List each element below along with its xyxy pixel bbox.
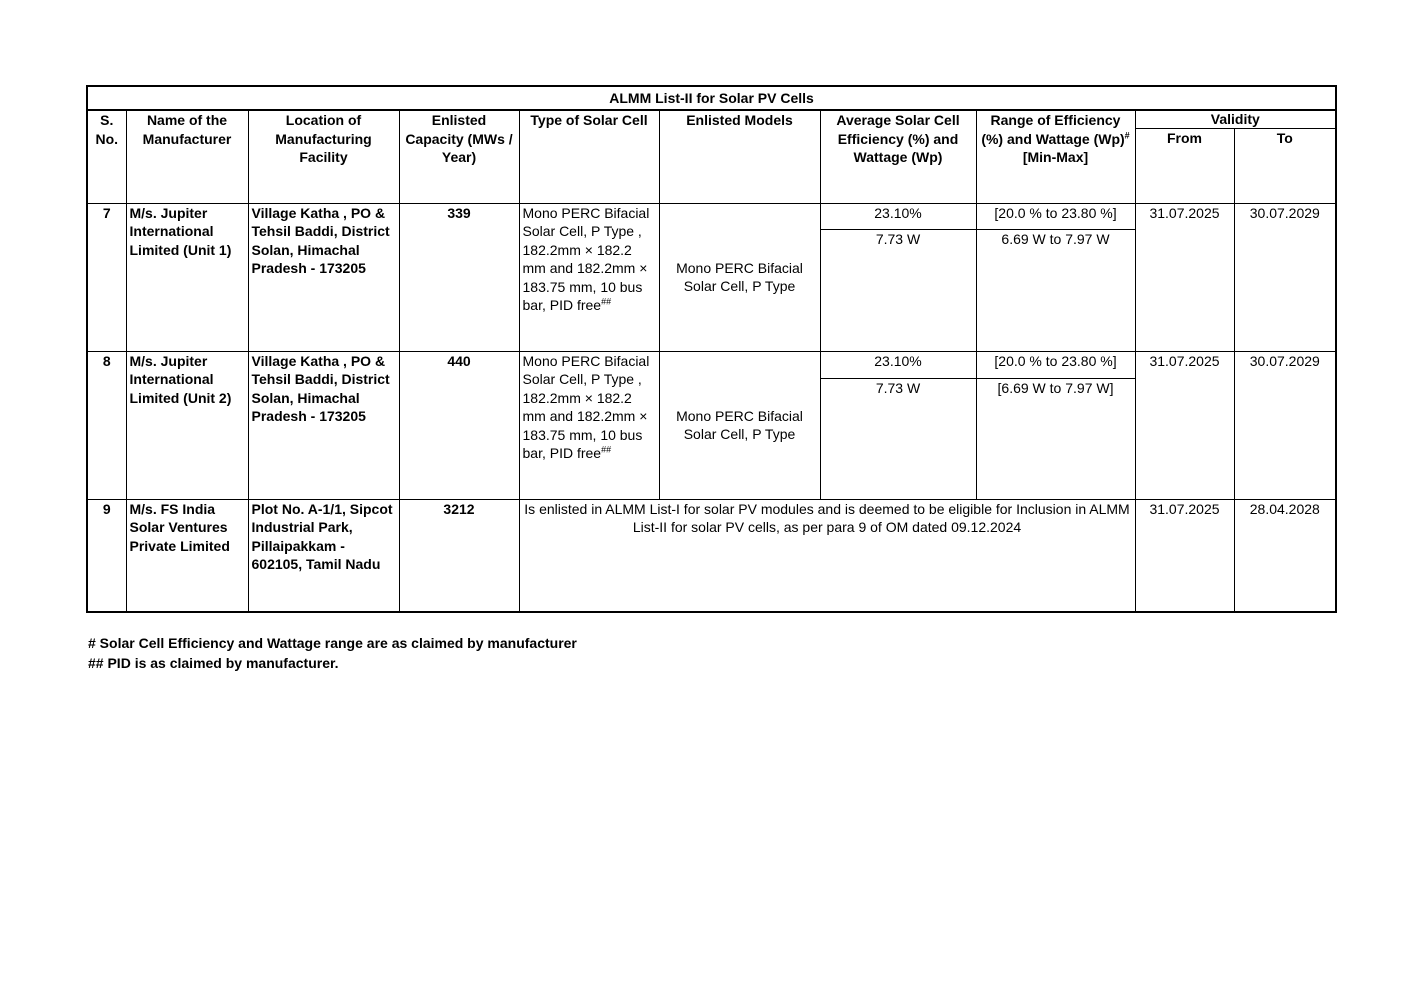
cell-avg-watt: 7.73 W xyxy=(819,228,977,352)
header-capacity: Enlisted Capacity (MWs / Year) xyxy=(398,109,520,204)
cell-avg-watt: 7.73 W xyxy=(819,377,977,500)
header-validity: Validity xyxy=(1134,109,1337,129)
cell-type-text: Mono PERC Bifacial Solar Cell, P Type , … xyxy=(522,352,650,462)
cell-name: M/s. Jupiter International Limited (Unit… xyxy=(125,202,249,352)
header-average: Average Solar Cell Efficiency (%) and Wa… xyxy=(819,109,977,204)
header-from: From xyxy=(1134,127,1235,204)
cell-capacity: 3212 xyxy=(398,498,520,613)
cell-models: Mono PERC Bifacial Solar Cell, P Type xyxy=(658,202,821,352)
cell-avg-eff: 23.10% xyxy=(819,202,977,230)
header-range: Range of Efficiency (%) and Wattage (Wp)… xyxy=(975,109,1136,204)
cell-type-sup: ## xyxy=(601,444,612,455)
cell-from: 31.07.2025 xyxy=(1134,202,1235,352)
cell-type: Mono PERC Bifacial Solar Cell, P Type , … xyxy=(518,350,660,500)
cell-range-eff: [20.0 % to 23.80 %] xyxy=(975,350,1136,379)
cell-name: M/s. Jupiter International Limited (Unit… xyxy=(125,350,249,500)
table-row: 9 M/s. FS India Solar Ventures Private L… xyxy=(86,498,1337,613)
cell-capacity: 339 xyxy=(398,202,520,352)
cell-type-text: Mono PERC Bifacial Solar Cell, P Type , … xyxy=(522,204,650,314)
cell-from: 31.07.2025 xyxy=(1134,350,1235,500)
cell-sno: 7 xyxy=(86,202,127,352)
header-range-sup: # xyxy=(1124,129,1130,140)
cell-avg-eff: 23.10% xyxy=(819,350,977,379)
almm-table: ALMM List-II for Solar PV Cells S. No. N… xyxy=(86,85,1338,613)
table-title: ALMM List-II for Solar PV Cells xyxy=(86,85,1337,111)
cell-to: 30.07.2029 xyxy=(1233,202,1337,352)
header-range-minmax: [Min-Max] xyxy=(1022,149,1089,165)
cell-to: 28.04.2028 xyxy=(1233,498,1337,613)
table-row: 7 M/s. Jupiter International Limited (Un… xyxy=(86,202,1337,352)
cell-capacity: 440 xyxy=(398,350,520,500)
cell-note: Is enlisted in ALMM List-I for solar PV … xyxy=(518,498,1136,613)
cell-to: 30.07.2029 xyxy=(1233,350,1337,500)
footnotes: # Solar Cell Efficiency and Wattage rang… xyxy=(88,633,577,673)
header-sno: S. No. xyxy=(86,109,127,204)
cell-name: M/s. FS India Solar Ventures Private Lim… xyxy=(125,498,249,613)
header-name: Name of the Manufacturer xyxy=(125,109,249,204)
cell-location: Village Katha , PO & Tehsil Baddi, Distr… xyxy=(247,202,400,352)
footnote-pid: ## PID is as claimed by manufacturer. xyxy=(88,655,339,671)
cell-range-watt: 6.69 W to 7.97 W xyxy=(975,228,1136,352)
cell-from: 31.07.2025 xyxy=(1134,498,1235,613)
header-models: Enlisted Models xyxy=(658,109,821,204)
header-type: Type of Solar Cell xyxy=(518,109,660,204)
header-to: To xyxy=(1233,127,1337,204)
header-location: Location of Manufacturing Facility xyxy=(247,109,400,204)
footnote-efficiency: # Solar Cell Efficiency and Wattage rang… xyxy=(88,635,577,651)
cell-type-sup: ## xyxy=(601,296,612,307)
cell-location: Village Katha , PO & Tehsil Baddi, Distr… xyxy=(247,350,400,500)
cell-range-eff: [20.0 % to 23.80 %] xyxy=(975,202,1136,230)
cell-sno: 9 xyxy=(86,498,127,613)
cell-location: Plot No. A-1/1, Sipcot Industrial Park, … xyxy=(247,498,400,613)
table-row: 8 M/s. Jupiter International Limited (Un… xyxy=(86,350,1337,500)
header-range-text: Range of Efficiency (%) and Wattage (Wp) xyxy=(981,112,1125,147)
cell-range-watt: [6.69 W to 7.97 W] xyxy=(975,377,1136,500)
cell-type: Mono PERC Bifacial Solar Cell, P Type , … xyxy=(518,202,660,352)
cell-models: Mono PERC Bifacial Solar Cell, P Type xyxy=(658,350,821,500)
cell-sno: 8 xyxy=(86,350,127,500)
